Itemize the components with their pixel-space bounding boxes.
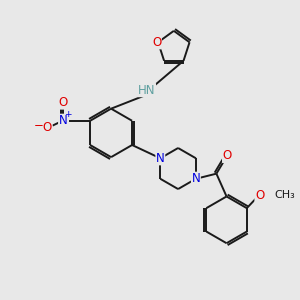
- Text: N: N: [59, 114, 68, 127]
- Text: HN: HN: [138, 84, 155, 97]
- Text: O: O: [255, 189, 264, 202]
- Text: +: +: [64, 110, 71, 119]
- Text: O: O: [223, 149, 232, 163]
- Text: N: N: [191, 172, 200, 185]
- Text: O: O: [58, 96, 68, 109]
- Text: N: N: [156, 152, 165, 165]
- Text: O: O: [43, 122, 52, 134]
- Text: CH₃: CH₃: [275, 190, 296, 200]
- Text: −: −: [34, 118, 44, 132]
- Text: O: O: [152, 36, 161, 49]
